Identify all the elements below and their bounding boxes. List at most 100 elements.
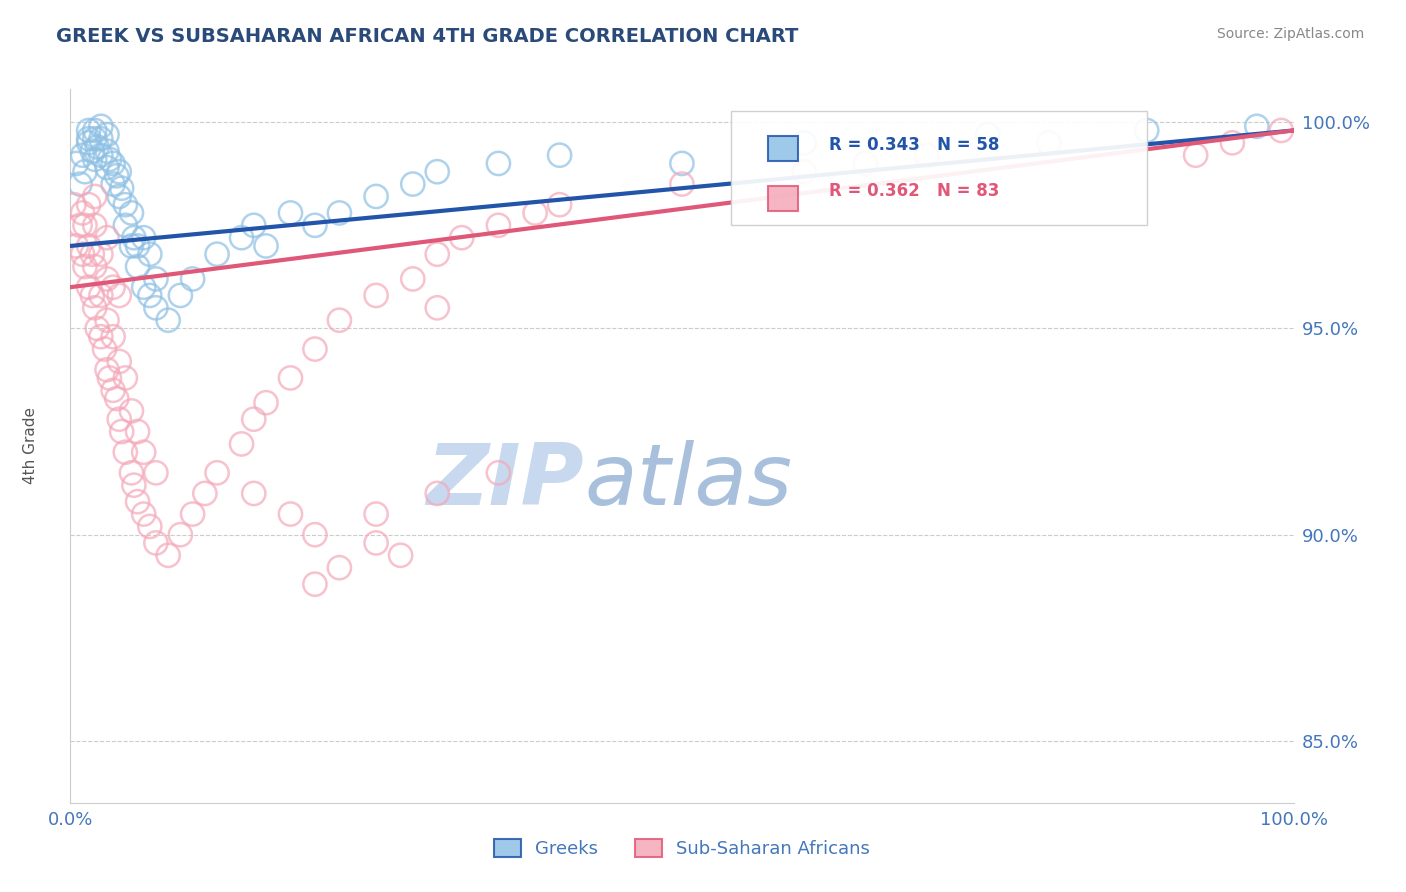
Point (1136, 123, 1159, 137)
Point (488, 219, 510, 233)
Point (488, 156, 510, 170)
Point (90, 131, 112, 145)
Text: GREEK VS SUBSAHARAN AFRICAN 4TH GRADE CORRELATION CHART: GREEK VS SUBSAHARAN AFRICAN 4TH GRADE CO… (56, 27, 799, 45)
Point (77, 239, 100, 253)
Point (93, 342, 115, 356)
Point (105, 392, 128, 406)
Point (96, 362, 118, 376)
Point (96, 161, 118, 175)
Point (157, 549, 180, 563)
Point (101, 177, 124, 191)
Point (145, 301, 167, 315)
Point (132, 230, 155, 244)
Point (366, 288, 388, 302)
Point (73, 260, 96, 274)
Point (77, 197, 100, 211)
Point (65, 239, 87, 253)
Legend: Greeks, Sub-Saharan Africans: Greeks, Sub-Saharan Africans (486, 831, 877, 865)
Point (243, 412, 266, 426)
Point (69, 219, 91, 233)
Point (304, 527, 326, 541)
Point (488, 466, 510, 480)
Text: ZIP: ZIP (426, 440, 583, 524)
Point (101, 384, 124, 398)
Point (121, 404, 143, 418)
Point (96, 272, 118, 286)
Point (231, 230, 253, 244)
Point (90, 247, 112, 261)
Point (73, 164, 96, 178)
Point (82, 247, 104, 261)
Point (280, 206, 302, 220)
Point (1038, 136, 1060, 150)
Point (98, 153, 121, 167)
Text: R = 0.343   N = 58: R = 0.343 N = 58 (828, 136, 1000, 153)
Point (127, 260, 149, 274)
Point (426, 301, 449, 315)
Point (96, 128, 118, 142)
Point (83, 189, 105, 203)
Point (855, 156, 877, 170)
Point (86, 321, 108, 335)
Point (169, 288, 191, 302)
Point (181, 272, 204, 286)
Point (132, 280, 155, 294)
FancyBboxPatch shape (768, 186, 797, 211)
Point (145, 466, 167, 480)
Point (132, 507, 155, 521)
Point (402, 177, 425, 191)
Point (72, 148, 94, 162)
Point (83, 219, 105, 233)
Point (72, 206, 94, 220)
Point (77, 136, 100, 150)
Text: 4th Grade: 4th Grade (24, 408, 38, 484)
Point (121, 239, 143, 253)
Point (77, 280, 100, 294)
Point (83, 131, 105, 145)
Point (304, 219, 326, 233)
Point (426, 164, 449, 178)
Point (108, 189, 131, 203)
Point (96, 230, 118, 244)
FancyBboxPatch shape (768, 136, 797, 161)
Point (101, 329, 124, 343)
Point (1184, 148, 1206, 162)
Point (254, 239, 277, 253)
Point (108, 288, 131, 302)
Point (194, 486, 217, 500)
Point (122, 478, 145, 492)
Point (77, 123, 100, 137)
Point (1220, 136, 1243, 150)
Point (82, 288, 104, 302)
FancyBboxPatch shape (731, 111, 1147, 225)
Point (127, 494, 149, 508)
Point (90, 120, 112, 134)
Text: atlas: atlas (583, 440, 792, 524)
Point (63, 197, 86, 211)
Point (90, 288, 112, 302)
Point (108, 412, 131, 426)
Point (548, 148, 571, 162)
Point (976, 128, 998, 142)
Point (450, 230, 472, 244)
Point (127, 425, 149, 439)
Point (65, 156, 87, 170)
Point (366, 536, 388, 550)
Point (122, 230, 145, 244)
Point (111, 425, 134, 439)
Point (426, 247, 449, 261)
Point (205, 466, 228, 480)
Point (69, 177, 91, 191)
Point (121, 466, 143, 480)
Point (73, 219, 96, 233)
Text: R = 0.362   N = 83: R = 0.362 N = 83 (828, 182, 1000, 200)
Point (304, 342, 326, 356)
Point (96, 144, 118, 158)
Point (243, 219, 266, 233)
Point (366, 507, 388, 521)
Point (114, 371, 136, 385)
Point (548, 197, 571, 211)
Point (111, 181, 134, 195)
Point (280, 371, 302, 385)
Point (77, 131, 100, 145)
